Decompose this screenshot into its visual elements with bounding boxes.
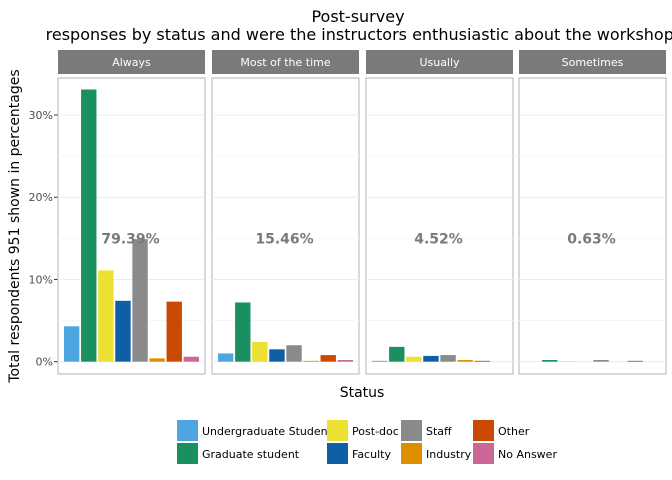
facet-total-label: 0.63%: [567, 231, 616, 247]
legend-item-industry: Industry: [401, 443, 472, 464]
x-axis-label: Status: [340, 385, 385, 401]
legend-label: Other: [498, 425, 530, 438]
legend-label: Graduate student: [202, 448, 300, 461]
legend-label: Post-doc: [352, 425, 399, 438]
y-axis-label: Total respondents 951 shown in percentag…: [7, 69, 23, 383]
facet-strip-label: Usually: [419, 56, 460, 69]
legend-swatch: [177, 443, 198, 464]
facet-panel-usually: Usually 4.52%: [365, 50, 514, 375]
legend-label: Faculty: [352, 448, 391, 461]
facet-panel-sometimes: Sometimes 0.63%: [518, 50, 667, 375]
bar-undergraduate-student: [217, 353, 234, 362]
bar-staff: [286, 345, 302, 362]
facet-panel-always: Always 79.39%: [57, 50, 206, 375]
panel-frame: [57, 77, 206, 375]
facet-total-label: 15.46%: [255, 231, 313, 247]
legend-swatch: [473, 420, 494, 441]
legend-swatch: [327, 420, 348, 441]
bar-faculty: [423, 355, 439, 362]
bar-other: [474, 360, 490, 362]
bar-graduate-student: [389, 346, 405, 362]
legend-label: No Answer: [498, 448, 557, 461]
facet-strip-label: Sometimes: [562, 56, 624, 69]
bar-staff: [593, 360, 609, 362]
bar-faculty: [269, 349, 285, 362]
bar-graduate-student: [235, 302, 251, 362]
facet-panels: Always 79.39% Most of the time 15.46% Usuall…: [57, 50, 667, 375]
facet-strip: [58, 50, 205, 74]
bar-industry: [149, 358, 165, 362]
bar-no-answer: [337, 360, 354, 362]
legend-label: Undergraduate Student: [202, 425, 333, 438]
bar-staff: [132, 239, 148, 362]
facet-strip-label: Always: [112, 56, 151, 69]
legend-swatch: [401, 443, 422, 464]
bar-other: [166, 301, 182, 362]
panel-frame: [518, 77, 667, 375]
legend: Undergraduate Student Graduate student Pos…: [177, 420, 557, 464]
y-tick-label: 10%: [29, 273, 53, 286]
y-tick-label: 30%: [29, 109, 53, 122]
bar-industry: [457, 360, 473, 362]
bar-post-doc: [98, 270, 114, 362]
bar-graduate-student: [542, 360, 558, 362]
facet-strip: [212, 50, 359, 74]
bar-post-doc: [406, 356, 422, 362]
bar-graduate-student: [81, 89, 97, 362]
facet-panel-most-of-the-time: Most of the time 15.46%: [211, 50, 360, 375]
legend-item-graduate-student: Graduate student: [177, 443, 300, 464]
bar-faculty: [115, 300, 131, 362]
facet-total-label: 4.52%: [414, 231, 463, 247]
bar-undergraduate-student: [63, 326, 80, 362]
legend-swatch: [327, 443, 348, 464]
bar-industry: [303, 360, 319, 362]
y-tick-label: 20%: [29, 191, 53, 204]
facet-strip-label: Most of the time: [240, 56, 330, 69]
bar-no-answer: [183, 356, 200, 362]
legend-item-staff: Staff: [401, 420, 452, 441]
legend-item-other: Other: [473, 420, 530, 441]
legend-item-no-answer: No Answer: [473, 443, 557, 464]
facet-strip: [366, 50, 513, 74]
legend-item-faculty: Faculty: [327, 443, 391, 464]
chart-title: Post-survey: [311, 7, 404, 26]
y-tick-label: 0%: [36, 356, 53, 369]
chart-subtitle: responses by status and were the instruc…: [46, 25, 672, 44]
panel-frame: [211, 77, 360, 375]
bar-undergraduate-student: [371, 360, 388, 362]
legend-swatch: [177, 420, 198, 441]
bar-other: [627, 360, 643, 362]
y-axis-ticks: 0% 10% 20% 30%: [29, 109, 58, 369]
legend-label: Industry: [426, 448, 472, 461]
facet-total-label: 79.39%: [101, 231, 159, 247]
bar-post-doc: [252, 341, 268, 362]
facet-strip: [519, 50, 666, 74]
legend-swatch: [473, 443, 494, 464]
bar-other: [320, 355, 336, 362]
panel-frame: [365, 77, 514, 375]
legend-item-post-doc: Post-doc: [327, 420, 399, 441]
legend-label: Staff: [426, 425, 452, 438]
legend-swatch: [401, 420, 422, 441]
bar-staff: [440, 355, 456, 362]
legend-item-undergraduate-student: Undergraduate Student: [177, 420, 333, 441]
